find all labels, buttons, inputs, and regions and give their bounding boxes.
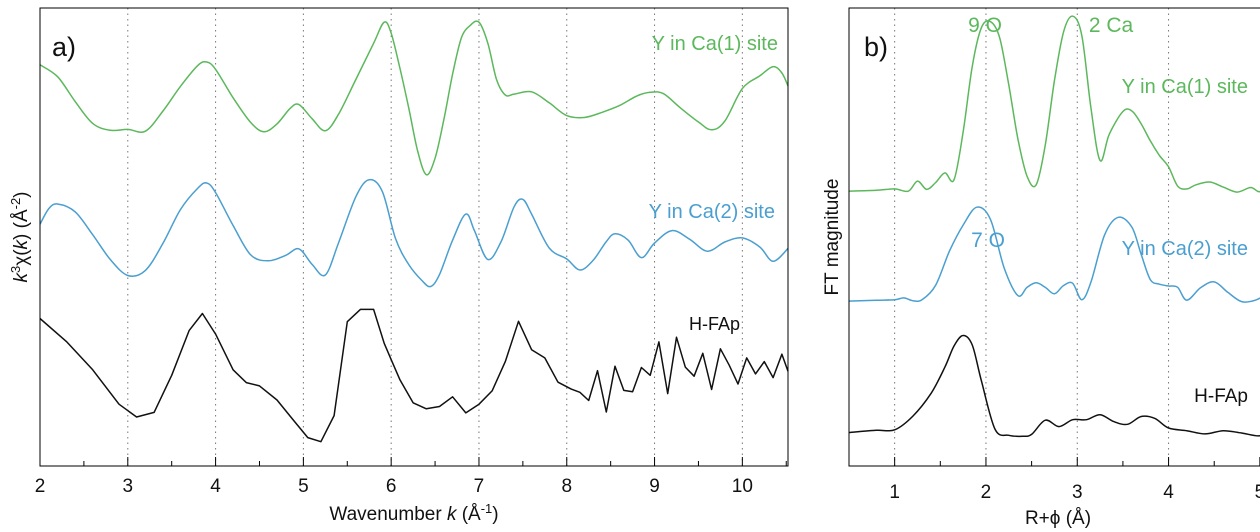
panel-b-x-ticks: 1 2 3 4 5 [848,457,1260,503]
panel-b-label-ca1: Y in Ca(1) site [1122,76,1248,98]
panel-b-label-ca2: Y in Ca(2) site [1122,238,1248,260]
panel-a-x-tick-label: 3 [123,476,134,497]
panel-b-axes-frame [848,7,1260,467]
panel-a-x-tick-label: 4 [210,476,221,497]
panel-a-series-y-in-ca-2-site [39,178,789,288]
panel-b-x-tick-label: 3 [1072,482,1083,503]
panel-a-y-axis-label: k3χ(k) (Å-2) [8,191,33,282]
panel-a-x-tick-label: 7 [474,476,485,497]
panel-a-label-ca1: Y in Ca(1) site [652,33,778,55]
panel-a-x-tick-label: 2 [35,476,46,497]
panel-a-x-axis-label: Wavenumber k (Å-1) [329,501,498,526]
panel-b-label: b) [864,32,888,62]
panel-b-x-tick-label: 5 [1255,482,1260,503]
panel-a-x-tick-label: 10 [732,476,753,497]
panel-a-x-tick-label: 9 [649,476,660,497]
panel-b-series [848,15,1260,438]
panel-a-axes-frame [39,7,789,467]
panel-b-label-hfap: H-FAp [1194,386,1248,407]
panel-a-series-y-in-ca-1-site [39,20,789,176]
panel-b-series-y-in-ca-1-site [848,15,1260,193]
panel-b-annotation-9o: 9 O [968,14,1002,37]
panel-b-x-axis-label: R+ϕ (Å) [1025,508,1091,529]
panel-a-label: a) [52,32,76,62]
panel-a-x-ticks: 2 3 4 5 6 7 8 9 10 [35,457,787,497]
panel-a-x-tick-label: 6 [386,476,397,497]
panel-a-exafs-chi: 2 3 4 5 6 7 8 9 10 a) Y in Ca(1) site Y in Ca(2)… [8,7,789,526]
panel-a-label-hfap: H-FAp [689,314,740,334]
panel-b-series-y-in-ca-2-site [848,206,1260,303]
panel-b-x-tick-label: 2 [981,482,992,503]
panel-b-annotation-7o: 7 O [971,229,1005,252]
panel-b-annotation-2ca: 2 Ca [1089,14,1134,37]
panel-a-series-h-fap [39,308,789,443]
panel-b-fourier-transform: 1 2 3 4 5 b) Y in Ca(1) site Y in Ca(2) site… [822,7,1260,529]
panel-b-y-axis-label: FT magnitude [822,179,843,296]
panel-a-x-tick-label: 8 [561,476,572,497]
panel-a-label-ca2: Y in Ca(2) site [649,201,775,223]
panel-b-series-h-fap [848,334,1260,438]
panel-b-x-tick-label: 1 [889,482,900,503]
panel-b-x-tick-label: 4 [1163,482,1174,503]
panel-a-x-tick-label: 5 [298,476,309,497]
panel-a-series [39,20,789,443]
